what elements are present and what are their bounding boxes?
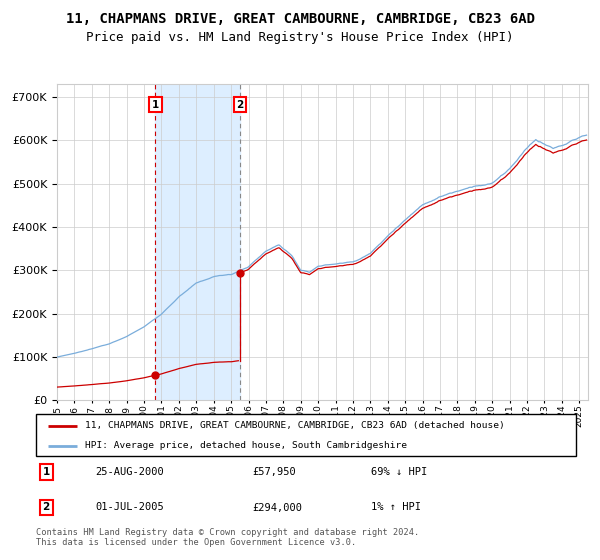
Text: 1: 1	[43, 467, 50, 477]
Text: 11, CHAPMANS DRIVE, GREAT CAMBOURNE, CAMBRIDGE, CB23 6AD: 11, CHAPMANS DRIVE, GREAT CAMBOURNE, CAM…	[65, 12, 535, 26]
FancyBboxPatch shape	[36, 414, 576, 456]
Text: 1: 1	[152, 100, 159, 110]
Text: 2: 2	[236, 100, 244, 110]
Text: 01-JUL-2005: 01-JUL-2005	[95, 502, 164, 512]
Text: 11, CHAPMANS DRIVE, GREAT CAMBOURNE, CAMBRIDGE, CB23 6AD (detached house): 11, CHAPMANS DRIVE, GREAT CAMBOURNE, CAM…	[85, 421, 505, 430]
Bar	[155, 84, 240, 400]
Text: 69% ↓ HPI: 69% ↓ HPI	[371, 467, 427, 477]
Text: £294,000: £294,000	[252, 502, 302, 512]
Text: Price paid vs. HM Land Registry's House Price Index (HPI): Price paid vs. HM Land Registry's House …	[86, 31, 514, 44]
Text: £57,950: £57,950	[252, 467, 296, 477]
Text: 1% ↑ HPI: 1% ↑ HPI	[371, 502, 421, 512]
Text: HPI: Average price, detached house, South Cambridgeshire: HPI: Average price, detached house, Sout…	[85, 441, 407, 450]
Text: 2: 2	[43, 502, 50, 512]
Text: Contains HM Land Registry data © Crown copyright and database right 2024.
This d: Contains HM Land Registry data © Crown c…	[36, 528, 419, 547]
Text: 25-AUG-2000: 25-AUG-2000	[95, 467, 164, 477]
